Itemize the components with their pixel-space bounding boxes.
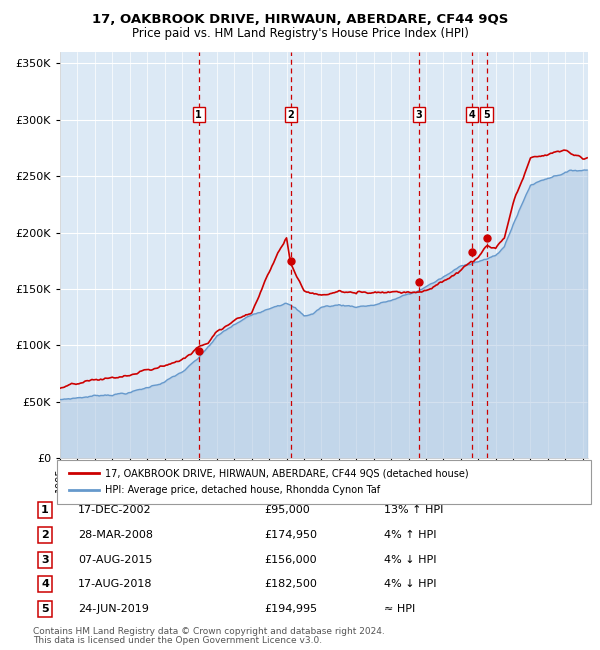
Text: 17-DEC-2002: 17-DEC-2002 <box>78 505 152 515</box>
Text: 24-JUN-2019: 24-JUN-2019 <box>78 604 149 614</box>
Text: 1: 1 <box>41 505 49 515</box>
Text: £95,000: £95,000 <box>264 505 310 515</box>
Text: 2: 2 <box>287 110 294 120</box>
Text: 4: 4 <box>41 579 49 590</box>
Text: 5: 5 <box>483 110 490 120</box>
Text: 4% ↓ HPI: 4% ↓ HPI <box>384 554 437 565</box>
Text: 3: 3 <box>41 554 49 565</box>
Text: £194,995: £194,995 <box>264 604 317 614</box>
Text: This data is licensed under the Open Government Licence v3.0.: This data is licensed under the Open Gov… <box>33 636 322 645</box>
Text: £182,500: £182,500 <box>264 579 317 590</box>
Text: 17-AUG-2018: 17-AUG-2018 <box>78 579 152 590</box>
Text: Price paid vs. HM Land Registry's House Price Index (HPI): Price paid vs. HM Land Registry's House … <box>131 27 469 40</box>
Text: £156,000: £156,000 <box>264 554 317 565</box>
Text: 4% ↓ HPI: 4% ↓ HPI <box>384 579 437 590</box>
Text: Contains HM Land Registry data © Crown copyright and database right 2024.: Contains HM Land Registry data © Crown c… <box>33 627 385 636</box>
Text: 5: 5 <box>41 604 49 614</box>
Text: 17, OAKBROOK DRIVE, HIRWAUN, ABERDARE, CF44 9QS: 17, OAKBROOK DRIVE, HIRWAUN, ABERDARE, C… <box>92 13 508 26</box>
Text: 13% ↑ HPI: 13% ↑ HPI <box>384 505 443 515</box>
Text: 3: 3 <box>415 110 422 120</box>
Text: 4: 4 <box>469 110 475 120</box>
Text: 28-MAR-2008: 28-MAR-2008 <box>78 530 153 540</box>
Text: 17, OAKBROOK DRIVE, HIRWAUN, ABERDARE, CF44 9QS (detached house): 17, OAKBROOK DRIVE, HIRWAUN, ABERDARE, C… <box>105 469 469 478</box>
Text: £174,950: £174,950 <box>264 530 317 540</box>
Text: 1: 1 <box>196 110 202 120</box>
Text: 07-AUG-2015: 07-AUG-2015 <box>78 554 152 565</box>
Text: 2: 2 <box>41 530 49 540</box>
Text: HPI: Average price, detached house, Rhondda Cynon Taf: HPI: Average price, detached house, Rhon… <box>105 485 380 495</box>
Text: ≈ HPI: ≈ HPI <box>384 604 415 614</box>
Text: 4% ↑ HPI: 4% ↑ HPI <box>384 530 437 540</box>
